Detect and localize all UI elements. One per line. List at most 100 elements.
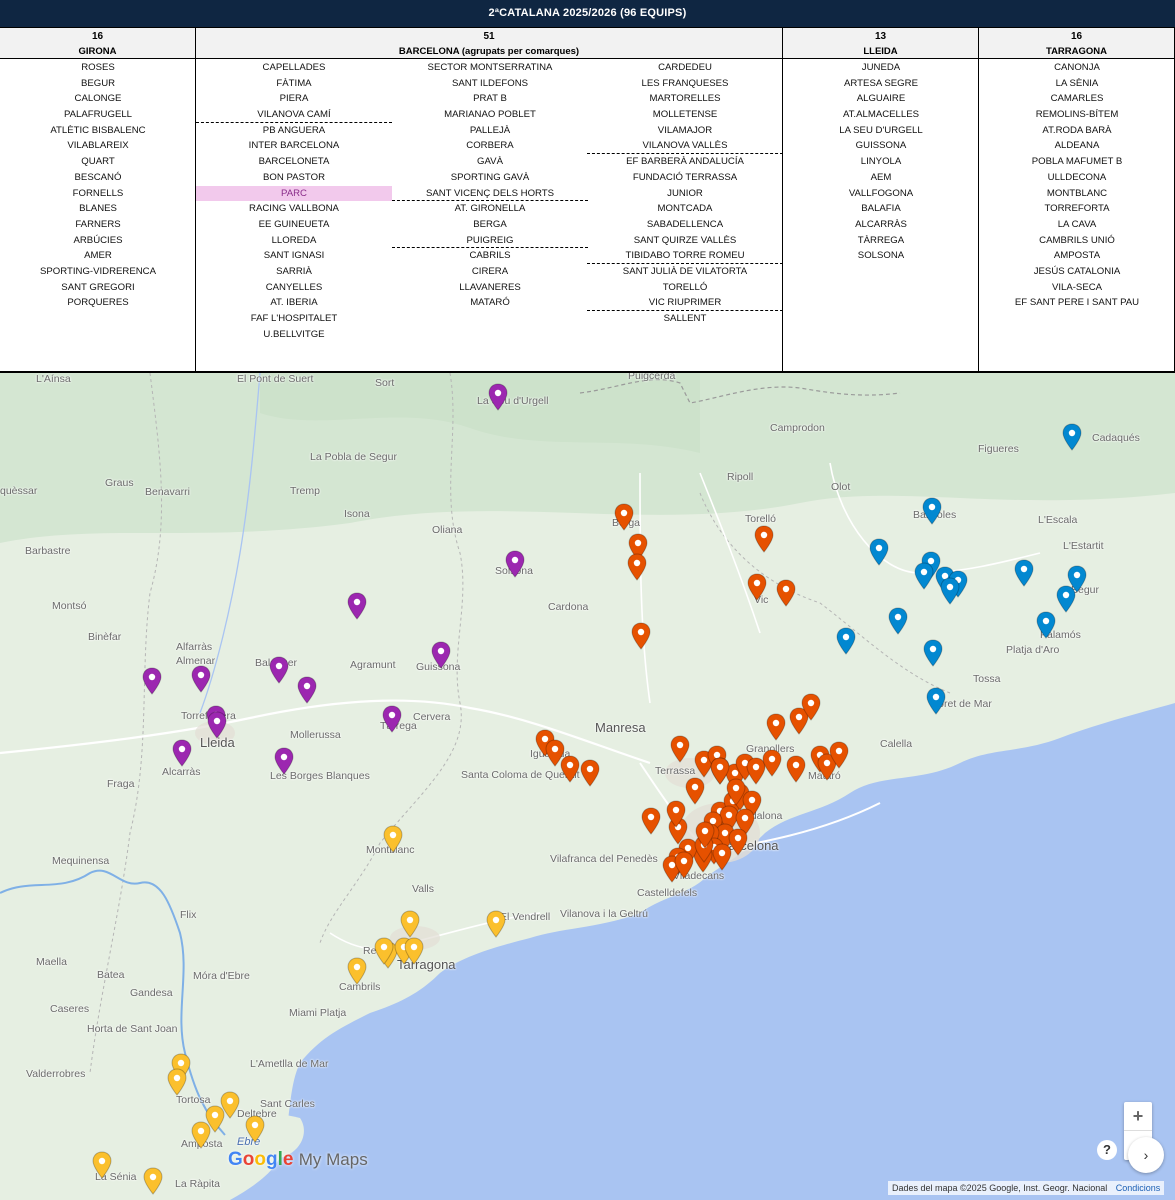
place-label: Guissona (416, 661, 461, 673)
map-marker-tarragona[interactable] (347, 957, 367, 985)
map-marker-girona[interactable] (836, 627, 856, 655)
place-label: Montblanc (366, 844, 415, 856)
map-marker-lleida[interactable] (505, 550, 525, 578)
map-view[interactable]: L'Aínsa El Pont de Suert Sort La Seu d'Urge… (0, 373, 1175, 1200)
map-marker-tarragona[interactable] (220, 1091, 240, 1119)
map-marker-barcelona[interactable] (545, 739, 565, 767)
map-marker-barcelona[interactable] (786, 755, 806, 783)
help-button[interactable]: ? (1097, 1140, 1117, 1160)
map-marker-barcelona[interactable] (789, 707, 809, 735)
place-label: El Pont de Suert (237, 373, 314, 385)
map-marker-lleida[interactable] (488, 383, 508, 411)
map-marker-tarragona[interactable] (167, 1068, 187, 1096)
map-marker-lleida[interactable] (297, 676, 317, 704)
map-marker-barcelona[interactable] (754, 525, 774, 553)
map-marker-barcelona[interactable] (747, 573, 767, 601)
map-marker-tarragona[interactable] (400, 910, 420, 938)
map-marker-barcelona[interactable] (776, 579, 796, 607)
map-marker-tarragona[interactable] (486, 910, 506, 938)
map-marker-lleida[interactable] (347, 592, 367, 620)
map-marker-barcelona[interactable] (801, 693, 821, 721)
map-marker-tarragona[interactable] (383, 825, 403, 853)
map-marker-lleida[interactable] (172, 739, 192, 767)
expand-button[interactable]: › (1128, 1137, 1164, 1173)
place-label: Isona (344, 508, 370, 520)
map-marker-barcelona[interactable] (762, 749, 782, 777)
zoom-in-button[interactable]: + (1124, 1102, 1152, 1131)
map-marker-tarragona[interactable] (404, 937, 424, 965)
map-marker-barcelona[interactable] (817, 753, 837, 781)
map-marker-girona[interactable] (1056, 585, 1076, 613)
map-marker-barcelona[interactable] (766, 713, 786, 741)
group-tarragona: 16 TARRAGONA CANONJA LA SÈNIA CAMARLES REMO… (979, 27, 1175, 373)
place-label: Graus (105, 477, 134, 489)
marker-pin-icon (888, 607, 908, 635)
map-marker-barcelona[interactable] (695, 821, 715, 849)
place-label: Valderrobres (26, 1068, 86, 1080)
sea (230, 703, 1175, 1200)
map-marker-barcelona[interactable] (631, 622, 651, 650)
map-marker-barcelona[interactable] (628, 533, 648, 561)
team-cell: EF BARBERÀ ANDALUCÍA (626, 156, 744, 168)
map-marker-girona[interactable] (922, 497, 942, 525)
marker-pin-icon (347, 957, 367, 985)
map-marker-girona[interactable] (1062, 423, 1082, 451)
map-marker-lleida[interactable] (142, 667, 162, 695)
place-label: Gandesa (130, 987, 173, 999)
map-marker-barcelona[interactable] (641, 807, 661, 835)
place-label: Flix (180, 909, 197, 921)
terms-link[interactable]: Condicions (1115, 1183, 1161, 1193)
map-marker-barcelona[interactable] (726, 778, 746, 806)
map-marker-tarragona[interactable] (245, 1115, 265, 1143)
marker-pin-icon (926, 687, 946, 715)
map-marker-barcelona[interactable] (670, 735, 690, 763)
map-marker-girona[interactable] (1067, 565, 1087, 593)
map-marker-girona[interactable] (923, 639, 943, 667)
map-marker-tarragona[interactable] (374, 937, 394, 965)
map-marker-girona[interactable] (940, 577, 960, 605)
map-marker-lleida[interactable] (274, 747, 294, 775)
team-cell: ALDEANA (1054, 140, 1100, 152)
place-label: Binèfar (88, 631, 122, 643)
map-marker-barcelona[interactable] (685, 777, 705, 805)
team-cell: PORQUERES (67, 297, 129, 309)
map-marker-barcelona[interactable] (674, 851, 694, 879)
map-marker-barcelona[interactable] (712, 843, 732, 871)
marker-pin-icon (766, 713, 786, 741)
map-marker-lleida[interactable] (207, 711, 227, 739)
map-marker-girona[interactable] (914, 562, 934, 590)
map-marker-barcelona[interactable] (580, 759, 600, 787)
marker-pin-icon (545, 739, 565, 767)
team-cell: ROSES (81, 62, 115, 73)
map-marker-lleida[interactable] (382, 705, 402, 733)
map-marker-barcelona[interactable] (627, 553, 647, 581)
map-marker-girona[interactable] (926, 687, 946, 715)
map-marker-tarragona[interactable] (143, 1167, 163, 1195)
marker-pin-icon (674, 851, 694, 879)
map-marker-barcelona[interactable] (614, 503, 634, 531)
place-label: Calella (880, 738, 913, 750)
map-marker-tarragona[interactable] (92, 1151, 112, 1179)
map-marker-lleida[interactable] (269, 656, 289, 684)
marker-pin-icon (685, 777, 705, 805)
map-marker-barcelona[interactable] (560, 755, 580, 783)
map-marker-tarragona[interactable] (191, 1121, 211, 1149)
map-marker-lleida[interactable] (191, 665, 211, 693)
marker-pin-icon (404, 937, 424, 965)
marker-pin-icon (1056, 585, 1076, 613)
place-label: Benavarri (145, 486, 190, 498)
team-cell: INTER BARCELONA (248, 140, 340, 152)
map-marker-barcelona[interactable] (710, 757, 730, 785)
map-marker-barcelona[interactable] (728, 828, 748, 856)
map-marker-lleida[interactable] (431, 641, 451, 669)
team-cell: SANT QUIRZE VALLÈS (633, 234, 737, 246)
map-marker-girona[interactable] (888, 607, 908, 635)
map-marker-girona[interactable] (869, 538, 889, 566)
map-marker-barcelona[interactable] (829, 741, 849, 769)
map-marker-barcelona[interactable] (666, 800, 686, 828)
place-label: Batea (97, 969, 125, 981)
team-cell: AEM (870, 171, 892, 183)
map-marker-girona[interactable] (1036, 611, 1056, 639)
map-marker-girona[interactable] (1014, 559, 1034, 587)
map-marker-tarragona[interactable] (205, 1105, 225, 1133)
